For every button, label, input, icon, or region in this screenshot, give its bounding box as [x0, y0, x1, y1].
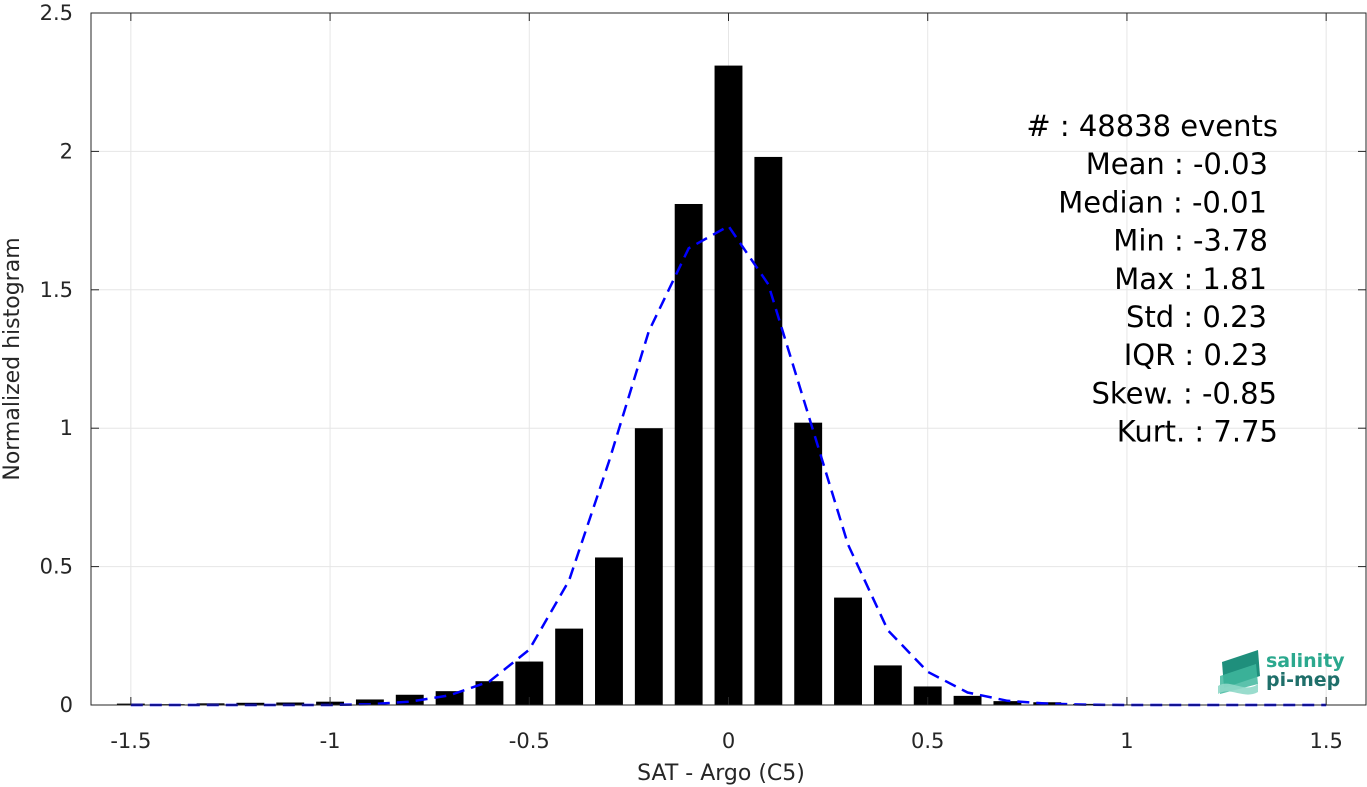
stat-line: Max : 1.81: [1114, 262, 1267, 296]
histogram-bar: [435, 691, 464, 705]
statistics-annotation: # : 48838 events Mean : -0.03 Median : -0.…: [1026, 109, 1278, 449]
histogram-bar: [953, 695, 982, 705]
histogram-bar: [873, 665, 902, 705]
y-tick-label: 2: [60, 139, 73, 163]
y-tick-label: 1: [60, 416, 73, 440]
logo-line2: pi-mep: [1266, 669, 1340, 691]
bars-group: [116, 65, 1341, 706]
histogram-bar: [714, 65, 743, 706]
histogram-bar: [1073, 703, 1102, 705]
histogram-bar: [993, 701, 1022, 705]
x-tick-label: 1: [1120, 729, 1133, 753]
stat-line: # : 48838 events: [1026, 109, 1278, 143]
stat-line: Std : 0.23: [1126, 300, 1267, 334]
y-tick-label: 0: [60, 693, 73, 717]
stat-line: Skew. : -0.85: [1091, 376, 1277, 410]
x-axis-title: SAT - Argo (C5): [637, 761, 805, 786]
stat-line: IQR : 0.23: [1124, 338, 1268, 372]
y-tick-label: 2.5: [40, 1, 73, 25]
x-tick-label: -1: [320, 729, 341, 753]
axes-frame: [90, 12, 1367, 706]
histogram-bar: [595, 557, 623, 705]
logo-emblem-icon: [1218, 650, 1260, 695]
histogram-bar: [555, 628, 584, 705]
stat-line: Min : -3.78: [1113, 224, 1268, 258]
y-axis-title: Normalized histogram: [0, 237, 25, 480]
y-tick-label: 0.5: [40, 555, 73, 579]
histogram-bar: [913, 686, 942, 705]
x-tick-label: -1.5: [110, 729, 151, 753]
stat-line: Mean : -0.03: [1086, 147, 1268, 181]
histogram-bar: [634, 428, 663, 705]
histogram-bar: [754, 156, 783, 705]
salinity-pi-mep-logo: salinity pi-mep: [1218, 650, 1345, 695]
stat-line: Kurt. : 7.75: [1117, 415, 1278, 449]
tick-labels: -1.5 -1 -0.5 0 0.5 1 1.5 0 0.5 1 1.5 2 2.5: [40, 1, 1343, 753]
x-tick-label: 0: [722, 729, 735, 753]
stat-line: Median : -0.01: [1058, 185, 1267, 219]
x-tick-label: 0.5: [911, 729, 944, 753]
y-tick-label: 1.5: [40, 278, 73, 302]
histogram-bar: [794, 422, 823, 705]
x-tick-label: -0.5: [509, 729, 550, 753]
x-tick-label: 1.5: [1309, 729, 1342, 753]
histogram-bar: [834, 597, 862, 705]
histogram-bar: [395, 694, 424, 705]
histogram-bar: [355, 699, 384, 705]
histogram-bar: [674, 203, 703, 705]
histogram-bar: [475, 681, 504, 705]
logo-line1: salinity: [1266, 650, 1345, 672]
